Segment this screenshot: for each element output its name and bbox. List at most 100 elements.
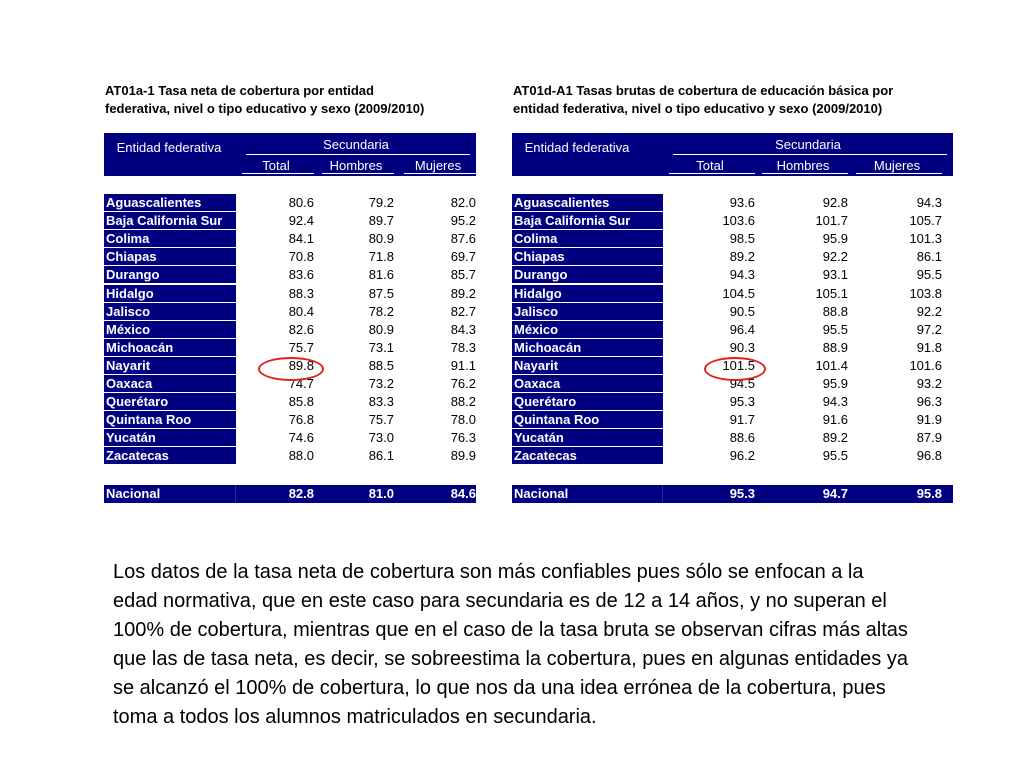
table-row: Querétaro 95.3 94.3 96.3 bbox=[512, 393, 953, 412]
table-row: México 82.6 80.9 84.3 bbox=[104, 320, 476, 339]
table-row: Hidalgo 104.5 105.1 103.8 bbox=[512, 284, 953, 303]
row-value-total: 75.7 bbox=[288, 339, 314, 355]
table-row: Zacatecas 88.0 86.1 89.9 bbox=[104, 447, 476, 466]
national-value-mujeres: 84.6 bbox=[450, 486, 476, 501]
header-group: Secundaria bbox=[775, 137, 841, 152]
header-entity: Entidad federativa bbox=[524, 140, 630, 155]
row-value-total: 96.2 bbox=[729, 448, 755, 464]
row-value-mujeres: 76.2 bbox=[450, 376, 476, 391]
table-row: Baja California Sur 92.4 89.7 95.2 bbox=[104, 212, 476, 231]
row-value-mujeres: 96.3 bbox=[916, 394, 942, 410]
row-value-hombres: 78.2 bbox=[368, 303, 394, 319]
row-entity-name: Hidalgo bbox=[104, 284, 236, 303]
row-value-mujeres: 105.7 bbox=[909, 213, 942, 229]
national-row: Nacional 82.8 81.0 84.6 bbox=[104, 485, 476, 503]
table-row: Jalisco 80.4 78.2 82.7 bbox=[104, 302, 476, 321]
row-value-hombres: 87.5 bbox=[368, 285, 394, 301]
row-value-mujeres: 94.3 bbox=[916, 195, 942, 210]
row-value-mujeres: 88.2 bbox=[450, 394, 476, 410]
header-underline bbox=[673, 154, 947, 155]
row-entity-name: Zacatecas bbox=[104, 447, 236, 466]
row-value-hombres: 80.9 bbox=[368, 231, 394, 247]
row-value-hombres: 71.8 bbox=[368, 249, 394, 265]
row-entity-name: México bbox=[104, 320, 236, 339]
row-value-hombres: 94.3 bbox=[822, 394, 848, 410]
header-entity: Entidad federativa bbox=[116, 140, 222, 155]
row-value-total: 92.4 bbox=[288, 213, 314, 229]
right-table: Entidad federativa Secundaria Total Hombres… bbox=[512, 133, 953, 503]
table-row: Yucatán 74.6 73.0 76.3 bbox=[104, 429, 476, 448]
row-value-hombres: 91.6 bbox=[822, 412, 848, 428]
row-entity-name: Colima bbox=[512, 230, 663, 249]
header-col-underline bbox=[242, 173, 314, 174]
row-value-hombres: 93.1 bbox=[822, 267, 848, 283]
table-row: México 96.4 95.5 97.2 bbox=[512, 320, 953, 339]
header-col-underline bbox=[404, 173, 476, 174]
row-value-total: 104.5 bbox=[722, 285, 755, 301]
row-entity-name: Durango bbox=[104, 266, 236, 285]
row-entity-name: Oaxaca bbox=[104, 375, 236, 393]
highlight-circle-left bbox=[258, 357, 324, 381]
row-value-total: 90.5 bbox=[729, 303, 755, 319]
row-value-hombres: 95.9 bbox=[822, 231, 848, 247]
row-value-total: 74.6 bbox=[288, 430, 314, 446]
national-value-total: 95.3 bbox=[729, 486, 755, 501]
table-header: Entidad federativa Secundaria Total Hombres… bbox=[512, 133, 953, 176]
header-col-total: Total bbox=[262, 158, 290, 173]
row-value-hombres: 80.9 bbox=[368, 321, 394, 337]
row-value-mujeres: 87.9 bbox=[916, 430, 942, 446]
table-row: Querétaro 85.8 83.3 88.2 bbox=[104, 393, 476, 412]
row-entity-name: Nayarit bbox=[104, 356, 236, 375]
row-value-hombres: 95.9 bbox=[822, 376, 848, 391]
row-entity-name: Michoacán bbox=[512, 338, 663, 357]
row-value-hombres: 95.5 bbox=[822, 321, 848, 337]
row-value-hombres: 73.2 bbox=[368, 376, 394, 391]
table-row: Quintana Roo 76.8 75.7 78.0 bbox=[104, 411, 476, 430]
row-entity-name: Durango bbox=[512, 266, 663, 285]
row-entity-name: Hidalgo bbox=[512, 284, 663, 303]
table-row: Chiapas 70.8 71.8 69.7 bbox=[104, 248, 476, 267]
row-value-mujeres: 92.2 bbox=[916, 303, 942, 319]
table-row: Michoacán 75.7 73.1 78.3 bbox=[104, 338, 476, 357]
row-value-hombres: 79.2 bbox=[368, 195, 394, 210]
row-entity-name: México bbox=[512, 320, 663, 339]
row-entity-name: Baja California Sur bbox=[512, 212, 663, 231]
row-entity-name: Yucatán bbox=[104, 429, 236, 448]
national-value-hombres: 94.7 bbox=[822, 486, 848, 501]
table-row: Hidalgo 88.3 87.5 89.2 bbox=[104, 284, 476, 303]
row-value-hombres: 83.3 bbox=[368, 394, 394, 410]
highlight-circle-right bbox=[704, 357, 766, 381]
row-value-mujeres: 96.8 bbox=[916, 448, 942, 464]
national-value-hombres: 81.0 bbox=[368, 486, 394, 501]
row-entity-name: Aguascalientes bbox=[104, 194, 236, 212]
row-value-hombres: 88.8 bbox=[822, 303, 848, 319]
row-entity-name: Chiapas bbox=[104, 248, 236, 267]
row-value-hombres: 75.7 bbox=[368, 412, 394, 428]
row-value-total: 88.3 bbox=[288, 285, 314, 301]
header-col-hombres: Hombres bbox=[776, 158, 830, 173]
right-table-title: AT01d-A1 Tasas brutas de cobertura de ed… bbox=[513, 83, 894, 116]
row-entity-name: Oaxaca bbox=[512, 375, 663, 393]
header-col-mujeres: Mujeres bbox=[873, 158, 921, 173]
row-value-mujeres: 82.7 bbox=[450, 303, 476, 319]
row-value-hombres: 88.9 bbox=[822, 339, 848, 355]
row-entity-name: Baja California Sur bbox=[104, 212, 236, 231]
row-value-hombres: 89.7 bbox=[368, 213, 394, 229]
row-value-mujeres: 91.8 bbox=[916, 339, 942, 355]
row-value-hombres: 81.6 bbox=[368, 267, 394, 283]
row-value-mujeres: 101.3 bbox=[909, 231, 942, 247]
header-col-underline bbox=[322, 173, 394, 174]
row-entity-name: Jalisco bbox=[104, 302, 236, 321]
national-value-mujeres: 95.8 bbox=[916, 486, 942, 501]
row-value-hombres: 92.2 bbox=[822, 249, 848, 265]
row-value-mujeres: 85.7 bbox=[450, 267, 476, 283]
row-value-mujeres: 97.2 bbox=[916, 321, 942, 337]
row-value-total: 95.3 bbox=[729, 394, 755, 410]
table-row: Baja California Sur 103.6 101.7 105.7 bbox=[512, 212, 953, 231]
left-table-title: AT01a-1 Tasa neta de cobertura por entid… bbox=[105, 83, 425, 116]
row-value-mujeres: 69.7 bbox=[450, 249, 476, 265]
row-value-mujeres: 89.2 bbox=[450, 285, 476, 301]
row-value-mujeres: 101.6 bbox=[909, 357, 942, 373]
row-value-mujeres: 87.6 bbox=[450, 231, 476, 247]
table-row: Quintana Roo 91.7 91.6 91.9 bbox=[512, 411, 953, 430]
